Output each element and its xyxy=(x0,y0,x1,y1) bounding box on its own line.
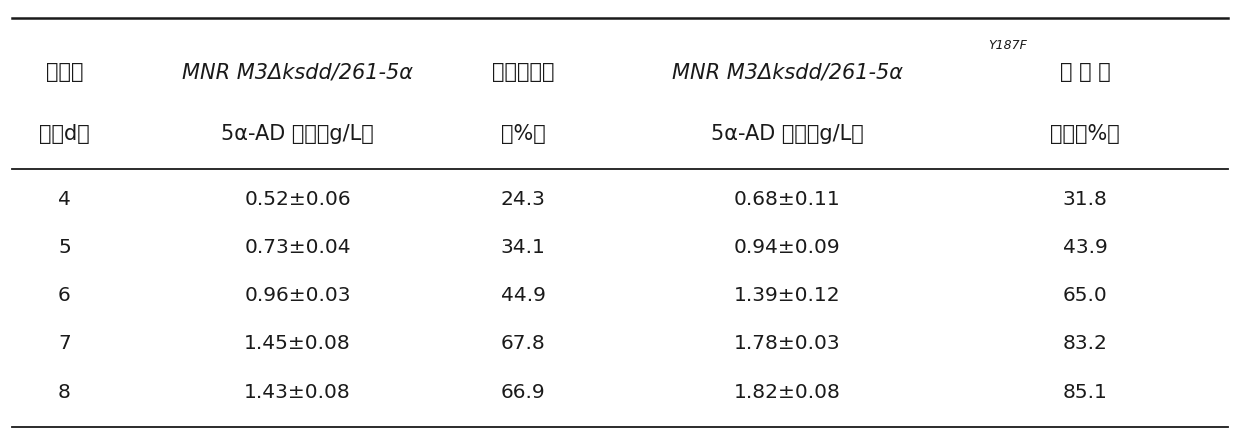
Text: 24.3: 24.3 xyxy=(501,190,546,209)
Text: 67.8: 67.8 xyxy=(501,334,546,353)
Text: 化率（%）: 化率（%） xyxy=(1050,124,1120,144)
Text: MNR M3Δksdd/261-5α: MNR M3Δksdd/261-5α xyxy=(672,62,903,82)
Text: 1.78±0.03: 1.78±0.03 xyxy=(734,334,841,353)
Text: MNR M3Δksdd/261-5α: MNR M3Δksdd/261-5α xyxy=(182,62,413,82)
Text: 0.73±0.04: 0.73±0.04 xyxy=(244,238,351,257)
Text: 5α-AD 产量（g/L）: 5α-AD 产量（g/L） xyxy=(711,124,864,144)
Text: 摩尔转化率: 摩尔转化率 xyxy=(492,62,554,82)
Text: 7: 7 xyxy=(58,334,71,353)
Text: 34.1: 34.1 xyxy=(501,238,546,257)
Text: 5: 5 xyxy=(58,238,71,257)
Text: 0.94±0.09: 0.94±0.09 xyxy=(734,238,841,257)
Text: Y187F: Y187F xyxy=(988,39,1027,52)
Text: 1.43±0.08: 1.43±0.08 xyxy=(244,382,351,402)
Text: 0.68±0.11: 0.68±0.11 xyxy=(734,190,841,209)
Text: 1.45±0.08: 1.45±0.08 xyxy=(244,334,351,353)
Text: 8: 8 xyxy=(58,382,71,402)
Text: 0.96±0.03: 0.96±0.03 xyxy=(244,286,351,305)
Text: 6: 6 xyxy=(58,286,71,305)
Text: 44.9: 44.9 xyxy=(501,286,546,305)
Text: 1.39±0.12: 1.39±0.12 xyxy=(734,286,841,305)
Text: 31.8: 31.8 xyxy=(1063,190,1107,209)
Text: 83.2: 83.2 xyxy=(1063,334,1107,353)
Text: 摩 尔 转: 摩 尔 转 xyxy=(1060,62,1110,82)
Text: 85.1: 85.1 xyxy=(1063,382,1107,402)
Text: 间（d）: 间（d） xyxy=(40,124,89,144)
Text: 0.52±0.06: 0.52±0.06 xyxy=(244,190,351,209)
Text: 转化时: 转化时 xyxy=(46,62,83,82)
Text: 5α-AD 产量（g/L）: 5α-AD 产量（g/L） xyxy=(221,124,374,144)
Text: 66.9: 66.9 xyxy=(501,382,546,402)
Text: （%）: （%） xyxy=(501,124,546,144)
Text: 1.82±0.08: 1.82±0.08 xyxy=(734,382,841,402)
Text: 4: 4 xyxy=(58,190,71,209)
Text: 43.9: 43.9 xyxy=(1063,238,1107,257)
Text: 65.0: 65.0 xyxy=(1063,286,1107,305)
